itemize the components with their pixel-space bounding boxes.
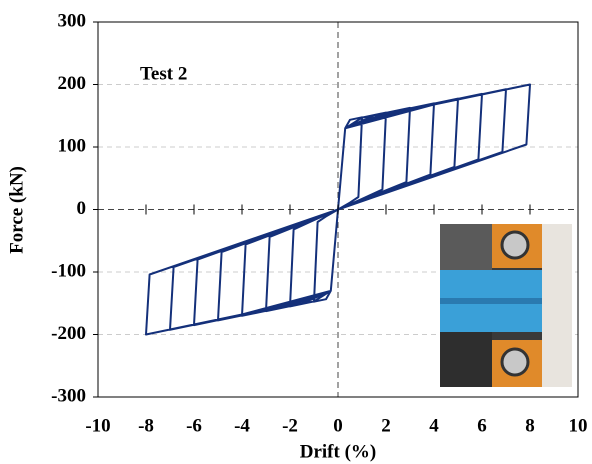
y-tick-label: 200: [58, 73, 87, 94]
x-tick-label: -2: [282, 415, 298, 436]
x-tick-label: 2: [381, 415, 391, 436]
y-tick-label: -100: [51, 260, 86, 281]
x-axis-title: Drift (%): [300, 441, 377, 462]
y-axis-title: Force (kN): [6, 166, 27, 254]
x-tick-label: -8: [138, 415, 154, 436]
x-tick-label: -4: [234, 415, 250, 436]
x-tick-label: -6: [186, 415, 202, 436]
x-tick-label: -10: [85, 415, 110, 436]
x-tick-label: 8: [525, 415, 535, 436]
y-tick-label: -300: [51, 385, 86, 406]
x-tick-label: 4: [429, 415, 439, 436]
y-tick-label: -200: [51, 323, 86, 344]
y-tick-label: 0: [77, 198, 87, 219]
inset-photo: [440, 224, 572, 387]
y-tick-label: 300: [58, 10, 87, 31]
annotation: Test 2: [140, 63, 187, 84]
x-tick-label: 0: [333, 415, 343, 436]
x-tick-label: 10: [569, 415, 588, 436]
x-tick-label: 6: [477, 415, 487, 436]
y-tick-label: 100: [58, 135, 87, 156]
